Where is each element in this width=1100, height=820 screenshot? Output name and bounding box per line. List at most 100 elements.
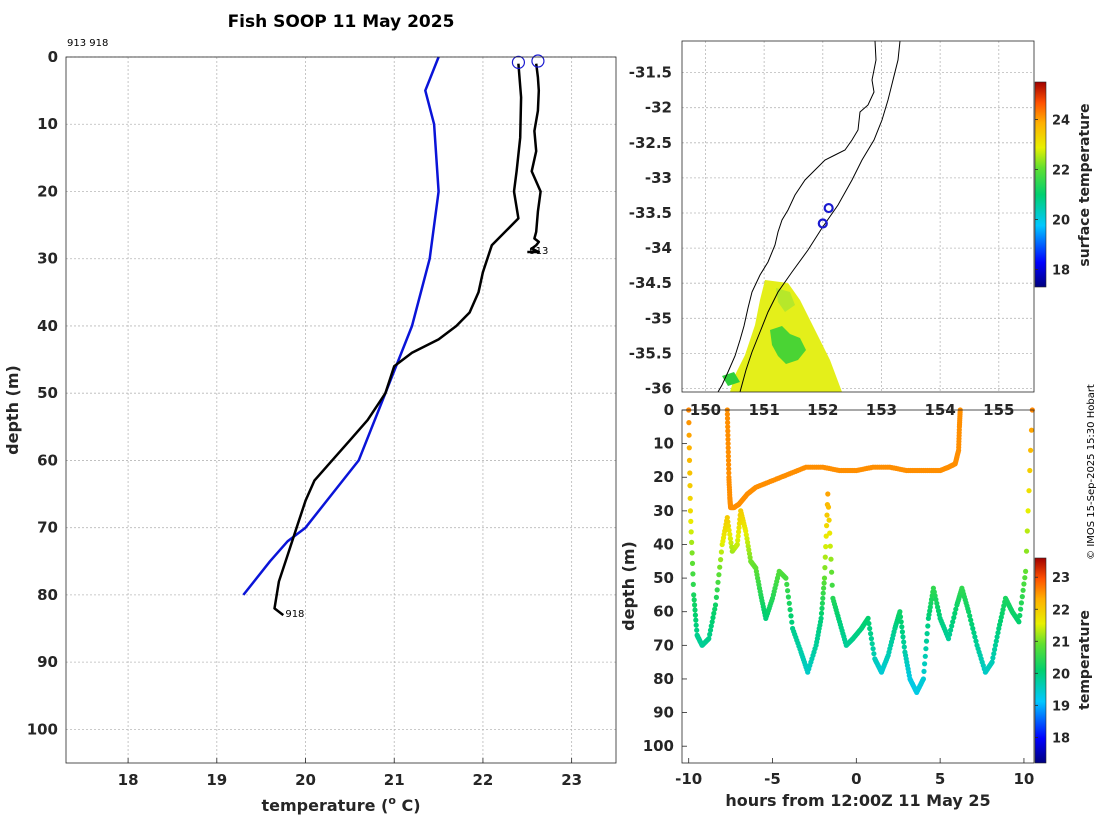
depth-time-point-deep-fish [717, 564, 723, 570]
depth-time-point-deep-fish [687, 483, 693, 489]
depth-time-point-deep-fish [824, 512, 830, 518]
depth-time-point-deep-fish [921, 668, 927, 675]
depth-time-colorbar-tick-label: 20 [1052, 667, 1070, 682]
profile-line-climatology [242, 56, 440, 596]
map-tick-labels: 150 151 152 153 154 155-31.5-32-32.5-33-33.5-… [629, 64, 1015, 419]
depth-time-point-shallow-fish [725, 449, 731, 455]
depth-time-point-deep-fish [900, 634, 906, 640]
profile-ytick-label: 100 [27, 720, 58, 738]
depth-time-point-deep-fish [828, 556, 834, 562]
depth-time-point-deep-fish [1021, 581, 1027, 587]
depth-time-point-deep-fish [1017, 612, 1023, 619]
depth-time-point-deep-fish [725, 523, 732, 529]
map-ytick-label: -34 [645, 239, 672, 257]
depth-time-point-deep-fish [992, 642, 999, 648]
profile-xlabel-sup: o [388, 794, 396, 807]
profile-start-marker [511, 55, 526, 69]
map-colorbar-ticks: 18 20 22 24 [1035, 114, 1070, 279]
depth-time-colorbar-tick-label: 18 [1052, 731, 1070, 746]
depth-time-point-deep-fish [1019, 594, 1025, 600]
depth-time-point-deep-fish [868, 631, 874, 637]
depth-time-xtick-label: -10 [675, 770, 702, 788]
depth-time-point-deep-fish [706, 636, 712, 642]
depth-time-ytick-label: 40 [653, 535, 674, 553]
map-colorbar-label: surface temperature [1077, 103, 1093, 266]
depth-time-colorbar-tick-label: 19 [1052, 699, 1070, 714]
depth-time-ytick-label: 70 [653, 636, 674, 654]
depth-time-point-deep-fish [821, 580, 827, 586]
depth-time-point-deep-fish [818, 615, 824, 622]
depth-time-point-deep-fish [689, 560, 696, 567]
depth-time-colorbar-ticks: 18 19 20 21 22 23 [1035, 571, 1070, 746]
depth-time-point-deep-fish [712, 606, 718, 612]
depth-time-ytick-label: 10 [653, 435, 674, 453]
profile-ylabel: depth (m) [3, 365, 22, 455]
depth-time-point-deep-fish [711, 610, 717, 617]
depth-time-point-deep-fish [920, 676, 927, 682]
depth-time-point-shallow-fish [725, 436, 731, 442]
depth-time-point-deep-fish [687, 508, 694, 514]
depth-time-point-deep-fish [1018, 600, 1024, 606]
depth-time-ytick-label: 50 [653, 569, 674, 587]
profile-ytick-label: 80 [37, 586, 58, 604]
depth-time-point-deep-fish [1028, 427, 1035, 433]
map-axes-box [681, 40, 1035, 393]
depth-time-point-deep-fish [716, 572, 722, 578]
depth-time-ylabel: depth (m) [619, 541, 638, 631]
depth-time-point-deep-fish [727, 536, 734, 542]
depth-time-point-shallow-fish [724, 415, 731, 421]
depth-time-point-deep-fish [969, 621, 975, 627]
depth-time-point-deep-fish [735, 533, 741, 539]
profile-ytick-label: 40 [37, 317, 58, 335]
map-colorbar-tick-label: 24 [1052, 114, 1070, 129]
depth-time-ytick-label: 30 [653, 502, 674, 520]
coastline [717, 41, 877, 392]
depth-time-point-shallow-fish [726, 462, 732, 468]
depth-time-point-deep-fish [989, 659, 995, 665]
depth-time-point-deep-fish [727, 531, 733, 538]
depth-time-point-deep-fish [784, 581, 790, 588]
depth-time-point-deep-fish [718, 557, 724, 563]
depth-time-point-shallow-fish [726, 470, 732, 476]
depth-time-point-deep-fish [865, 615, 871, 622]
depth-time-point-deep-fish [948, 627, 954, 633]
depth-time-point-deep-fish [688, 529, 694, 535]
depth-time-point-deep-fish [693, 617, 699, 623]
depth-time-point-deep-fish [725, 519, 731, 525]
depth-time-xlabel: hours from 12:00Z 11 May 25 [725, 791, 990, 810]
depth-time-point-deep-fish [687, 495, 693, 501]
depth-time-ytick-label: 80 [653, 670, 674, 688]
depth-time-point-deep-fish [991, 651, 997, 657]
depth-time-point-deep-fish [950, 619, 956, 625]
depth-time-point-deep-fish [735, 537, 741, 543]
depth-time-point-deep-fish [687, 470, 693, 476]
depth-time-point-deep-fish [953, 606, 959, 612]
profile-gridlines [66, 56, 616, 763]
depth-time-xtick-label: 0 [851, 770, 861, 788]
depth-time-point-deep-fish [923, 638, 930, 644]
depth-time-point-shallow-fish [725, 428, 731, 434]
map-ytick-label: -36 [645, 379, 672, 397]
map-ytick-label: -32 [645, 99, 672, 117]
depth-time-point-deep-fish [786, 600, 792, 606]
depth-time-point-deep-fish [866, 620, 872, 627]
map-colorbar-tick-label: 20 [1052, 214, 1070, 229]
depth-time-ytick-label: 20 [653, 468, 674, 486]
depth-time-point-deep-fish [787, 607, 793, 613]
depth-time-ytick-label: 100 [643, 737, 674, 755]
depth-time-point-deep-fish [819, 605, 825, 612]
depth-time-point-deep-fish [820, 590, 826, 596]
depth-time-point-deep-fish [971, 630, 977, 636]
depth-time-ytick-label: 90 [653, 704, 674, 722]
depth-time-point-deep-fish [922, 653, 928, 659]
depth-time-point-deep-fish [973, 638, 979, 644]
map-deployment-marker [817, 218, 828, 229]
depth-time-point-deep-fish [966, 609, 972, 615]
depth-time-point-deep-fish [925, 623, 931, 629]
profile-xtick-label: 20 [295, 771, 316, 789]
depth-time-point-deep-fish [710, 615, 716, 621]
depth-time-point-deep-fish [869, 641, 875, 647]
depth-time-point-deep-fish [693, 622, 699, 628]
depth-time-point-deep-fish [945, 636, 952, 642]
depth-time-point-deep-fish [691, 592, 697, 598]
